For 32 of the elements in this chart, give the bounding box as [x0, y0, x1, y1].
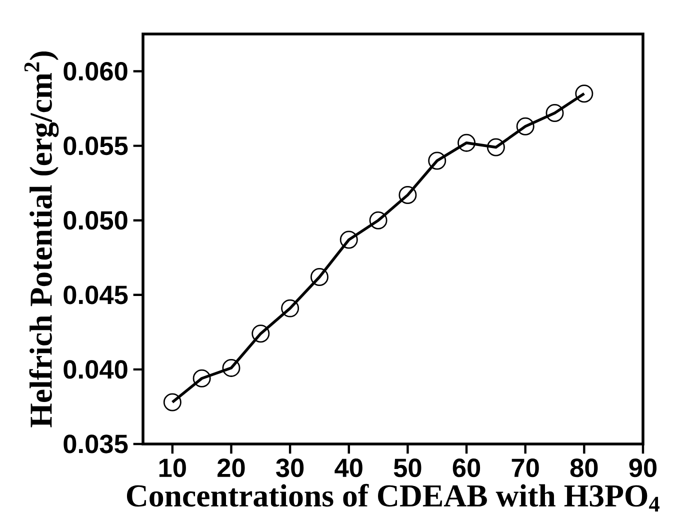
y-tick-label: 0.055 [64, 136, 128, 156]
point [340, 230, 358, 249]
y-tick-label: 0.035 [64, 434, 128, 454]
y-tick-label: 0.040 [64, 360, 128, 379]
point [546, 104, 564, 122]
point [163, 393, 182, 412]
x-tick-label: 60 [452, 458, 480, 478]
x-tick-label: 80 [570, 458, 598, 478]
x-tick-label: 70 [512, 458, 539, 478]
x-axis-title: Concentrations of CDEAB with H3PO$_{4}$ [126, 484, 660, 512]
x-tick-label: 40 [334, 458, 362, 478]
point [486, 138, 505, 156]
y-axis-title: Helfrich Potential (erg/cm$^{2}$) [24, 51, 59, 428]
point [281, 299, 300, 318]
point [252, 324, 270, 343]
point [369, 211, 388, 230]
x-tick-label: 50 [394, 458, 422, 478]
y-tick-label: 0.060 [64, 62, 128, 81]
x-tick-label: 10 [159, 458, 186, 478]
point [192, 369, 211, 388]
point [398, 186, 417, 204]
point [428, 152, 446, 170]
point [458, 134, 476, 152]
point [222, 358, 240, 377]
point [516, 117, 534, 136]
x-tick-label: 90 [629, 458, 657, 478]
y-tick-label: 0.050 [64, 210, 128, 230]
x-tick-label: 30 [276, 458, 304, 478]
y-tick-label: 0.045 [64, 286, 128, 304]
point [575, 84, 594, 103]
point [310, 268, 328, 286]
x-tick-label: 20 [218, 458, 245, 478]
